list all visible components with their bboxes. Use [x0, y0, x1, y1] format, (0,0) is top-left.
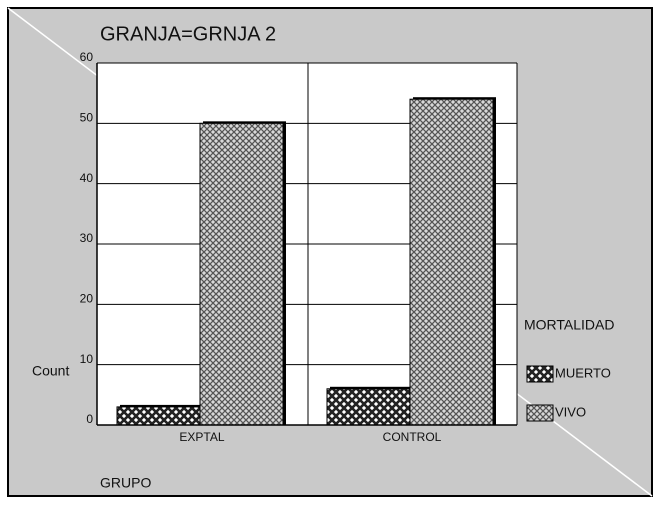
- legend-swatch: [526, 365, 554, 383]
- x-tick-label: CONTROL: [383, 430, 442, 444]
- y-tick-label: 40: [80, 171, 94, 185]
- y-axis-label: Count: [32, 363, 69, 379]
- y-tick-label: 20: [80, 292, 94, 306]
- legend-label: VIVO: [555, 404, 586, 419]
- bar: [326, 388, 411, 426]
- x-axis-label: GRUPO: [100, 475, 151, 491]
- legend-label: MUERTO: [555, 365, 611, 380]
- y-tick-label: 50: [80, 111, 94, 125]
- bar: [116, 406, 201, 426]
- legend-swatch: [526, 404, 554, 422]
- legend-title: MORTALIDAD: [524, 317, 615, 333]
- y-tick-label: 60: [80, 50, 94, 64]
- y-tick-label: 10: [80, 352, 94, 366]
- y-tick-label: 30: [80, 231, 94, 245]
- bar: [409, 98, 494, 426]
- x-tick-label: EXPTAL: [179, 430, 224, 444]
- bar: [199, 122, 284, 426]
- chart-title: GRANJA=GRNJA 2: [100, 23, 276, 45]
- y-tick-label: 0: [86, 412, 93, 426]
